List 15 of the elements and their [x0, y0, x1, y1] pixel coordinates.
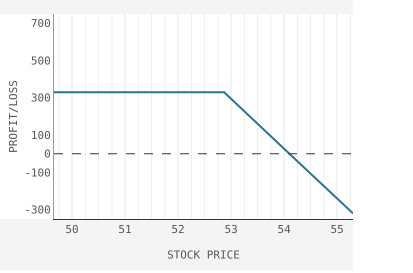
x-tick-label: 52 [171, 223, 185, 236]
x-tick-label: 55 [330, 223, 344, 236]
x-axis-title: STOCK PRICE [167, 248, 240, 262]
x-tick-label: 51 [118, 223, 132, 236]
x-tick-label: 54 [277, 223, 292, 236]
y-tick-label: -300 [24, 204, 51, 217]
y-tick-label: 100 [30, 128, 51, 142]
y-tick-label: 0 [44, 148, 51, 161]
y-axis-title: PROFIT/LOSS [6, 80, 20, 153]
y-tick-label: 700 [30, 17, 51, 30]
y-tick-label: -100 [24, 166, 51, 180]
x-tick-label: 53 [224, 223, 238, 236]
x-tick-label: 50 [65, 223, 79, 236]
y-tick-label: 500 [30, 54, 51, 68]
y-tick-label: 300 [30, 92, 51, 105]
